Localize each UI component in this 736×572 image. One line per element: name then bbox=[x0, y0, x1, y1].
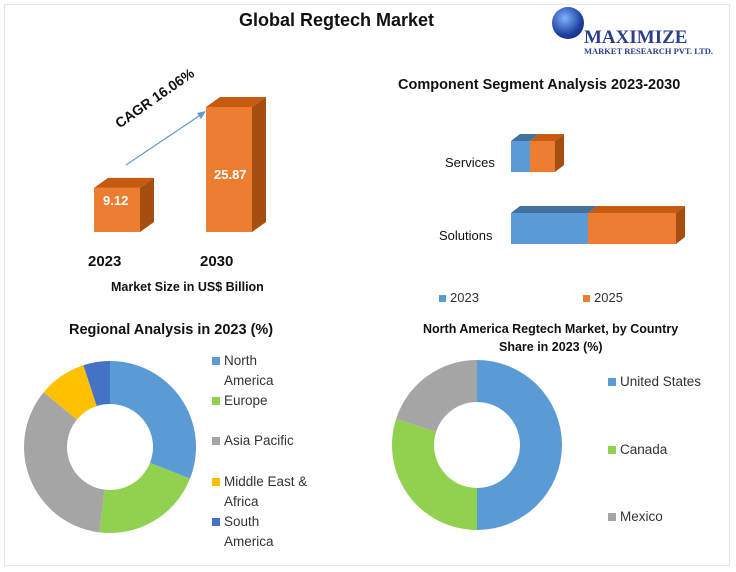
na-subtitle: Share in 2023 (%) bbox=[499, 340, 603, 354]
legend-swatch bbox=[608, 513, 616, 521]
legend-swatch bbox=[212, 437, 220, 445]
legend-item: Canada bbox=[608, 440, 667, 460]
bar-side bbox=[555, 134, 564, 172]
legend-swatch bbox=[583, 295, 590, 302]
legend-label: United States bbox=[620, 374, 702, 389]
bar-2023-side bbox=[140, 177, 154, 232]
component-title: Component Segment Analysis 2023-2030 bbox=[398, 77, 681, 93]
legend-label: 2023 bbox=[450, 290, 479, 305]
legend-swatch bbox=[212, 397, 220, 405]
legend-item: Mexico bbox=[608, 507, 663, 527]
logo-sub: MARKET RESEARCH PVT. LTD. bbox=[584, 46, 714, 56]
slice-north-america bbox=[110, 361, 197, 479]
globe-icon bbox=[552, 7, 584, 39]
slice-asia-pacific bbox=[24, 392, 105, 533]
tick-2023: 2023 bbox=[88, 253, 122, 270]
legend-2025: 2025 bbox=[583, 290, 623, 305]
bar-Services-2023 bbox=[511, 141, 530, 172]
logo-name: MAXIMIZE bbox=[584, 27, 688, 48]
legend-label: South America bbox=[224, 514, 274, 549]
legend-2023: 2023 bbox=[439, 290, 479, 305]
legend-swatch bbox=[608, 446, 616, 454]
value-label-2023: 9.12 bbox=[103, 193, 129, 208]
bar-top bbox=[511, 206, 597, 213]
tick-2030: 2030 bbox=[200, 253, 234, 270]
legend-label: North America bbox=[224, 353, 274, 388]
slice-europe bbox=[99, 462, 190, 533]
bar-2023-top bbox=[94, 177, 154, 188]
legend-item: Europe bbox=[212, 391, 268, 411]
legend-swatch bbox=[212, 478, 220, 486]
slice-canada bbox=[392, 418, 477, 530]
bar-2030-front bbox=[206, 107, 252, 232]
bar-top bbox=[530, 134, 564, 141]
slice-united-states bbox=[477, 360, 562, 530]
legend-item: Middle East & Africa bbox=[212, 472, 307, 512]
bar-2030-side bbox=[252, 97, 266, 232]
bar-Solutions-2023 bbox=[511, 213, 588, 244]
bar-Services-2025 bbox=[530, 141, 555, 172]
bar-top bbox=[588, 206, 685, 213]
value-label-2030: 25.87 bbox=[214, 167, 247, 182]
legend-item: South America bbox=[212, 512, 274, 552]
slice-south-america bbox=[83, 361, 110, 407]
cagr-arrowhead bbox=[197, 111, 206, 119]
legend-label: Europe bbox=[224, 393, 268, 408]
page-title: Global Regtech Market bbox=[239, 10, 435, 30]
slice-mexico bbox=[396, 360, 477, 432]
legend-label: Middle East & Africa bbox=[224, 474, 308, 509]
legend-label: 2025 bbox=[594, 290, 623, 305]
bar-Solutions-2025 bbox=[588, 213, 676, 244]
legend-item: Asia Pacific bbox=[212, 431, 294, 451]
slice-middle-east-africa bbox=[43, 365, 97, 420]
legend-label: Mexico bbox=[620, 509, 663, 524]
legend-label: Asia Pacific bbox=[224, 433, 294, 448]
category-solutions: Solutions bbox=[439, 228, 493, 243]
cagr-arrow bbox=[125, 113, 203, 166]
bar-2023-front bbox=[94, 187, 140, 232]
legend-swatch bbox=[439, 295, 446, 302]
legend-swatch bbox=[212, 357, 220, 365]
bar-xlabel: Market Size in US$ Billion bbox=[111, 280, 264, 294]
legend-item: North America bbox=[212, 351, 274, 391]
legend-item: United States bbox=[608, 372, 701, 392]
frame bbox=[4, 4, 730, 566]
bar-side bbox=[676, 206, 685, 244]
legend-swatch bbox=[212, 518, 220, 526]
regional-title: Regional Analysis in 2023 (%) bbox=[69, 322, 274, 338]
logo: MAXIMIZE MARKET RESEARCH PVT. LTD. bbox=[548, 5, 728, 56]
bar-2030-top bbox=[206, 97, 266, 107]
legend-label: Canada bbox=[620, 442, 668, 457]
category-services: Services bbox=[445, 155, 495, 170]
bar-top bbox=[511, 134, 539, 141]
na-title: North America Regtech Market, by Country bbox=[423, 322, 679, 336]
legend-swatch bbox=[608, 378, 616, 386]
